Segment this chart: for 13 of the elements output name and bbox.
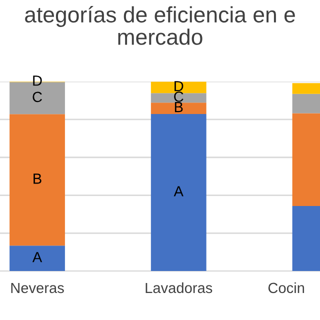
- series-label: A: [32, 252, 42, 262]
- x-tick-label: Cocin: [268, 282, 304, 294]
- text: C: [32, 92, 42, 102]
- x-tick-label: Neveras: [11, 282, 64, 294]
- bar: [10, 114, 65, 246]
- series-label: C: [174, 91, 184, 102]
- bar: [10, 246, 65, 272]
- series-label: D: [174, 81, 184, 92]
- series-label: B: [174, 102, 183, 112]
- x-tick-label: Lavadoras: [146, 282, 212, 294]
- text: A: [174, 186, 184, 196]
- text: B: [34, 174, 42, 184]
- chart-title: ategorías de eficiencia en e mercado: [25, 6, 295, 45]
